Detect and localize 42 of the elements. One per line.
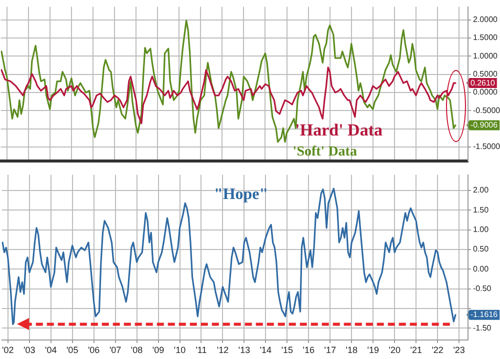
x-tick-label: '23 xyxy=(453,344,465,355)
y-tick-label: 0.00 xyxy=(473,264,490,274)
x-tick-label: '21 xyxy=(410,344,422,355)
y-tick-label: 0.5000 xyxy=(473,70,498,79)
x-tick-label: '15 xyxy=(281,344,294,355)
annotation: 0.2610 xyxy=(470,78,496,88)
x-tick-label: '22 xyxy=(432,344,444,355)
y-tick-label: 1.00 xyxy=(473,225,490,234)
x-tick-label: '02 xyxy=(2,344,14,355)
x-tick-label: '18 xyxy=(346,344,358,355)
x-tick-label: '12 xyxy=(216,344,229,355)
series-label: "Hope" xyxy=(214,186,268,203)
annotation: -1.1616 xyxy=(470,310,498,320)
y-tick-label: 1.50 xyxy=(473,205,490,214)
x-tick-label: '13 xyxy=(238,344,250,355)
y-tick-label: 0.50 xyxy=(473,244,490,254)
x-tick-label: '05 xyxy=(66,344,78,355)
x-tick-label: '08 xyxy=(130,344,143,355)
x-tick-label: '14 xyxy=(260,344,272,355)
y-tick-label: -1.50 xyxy=(473,323,492,332)
x-tick-label: '11 xyxy=(196,344,207,355)
y-tick-label: -1.5000 xyxy=(473,142,500,152)
y-tick-label: 0.0000 xyxy=(473,88,498,97)
x-tick-label: '17 xyxy=(324,344,336,355)
x-tick-label: '19 xyxy=(367,344,379,355)
x-tick-label: '10 xyxy=(174,344,186,355)
x-tick-label: '03 xyxy=(23,344,36,355)
series-label: 'Soft' Data xyxy=(292,144,357,160)
y-tick-label: 1.0000 xyxy=(473,51,498,60)
x-tick-label: '04 xyxy=(44,344,57,355)
y-tick-label: -0.50 xyxy=(473,284,492,294)
x-tick-label: '07 xyxy=(109,344,122,355)
y-tick-label: 2.0000 xyxy=(473,15,498,24)
x-tick-label: '20 xyxy=(388,344,400,355)
x-tick-label: '09 xyxy=(152,344,164,355)
x-tick-label: '06 xyxy=(88,344,100,355)
series-label: 'Hard' Data xyxy=(295,120,383,140)
x-tick-label: '16 xyxy=(302,344,315,355)
y-tick-label: 1.5000 xyxy=(473,33,498,42)
y-tick-label: 2.00 xyxy=(473,186,490,195)
annotation: -0.9006 xyxy=(470,120,498,130)
y-tick-label: -0.5000 xyxy=(473,106,500,115)
